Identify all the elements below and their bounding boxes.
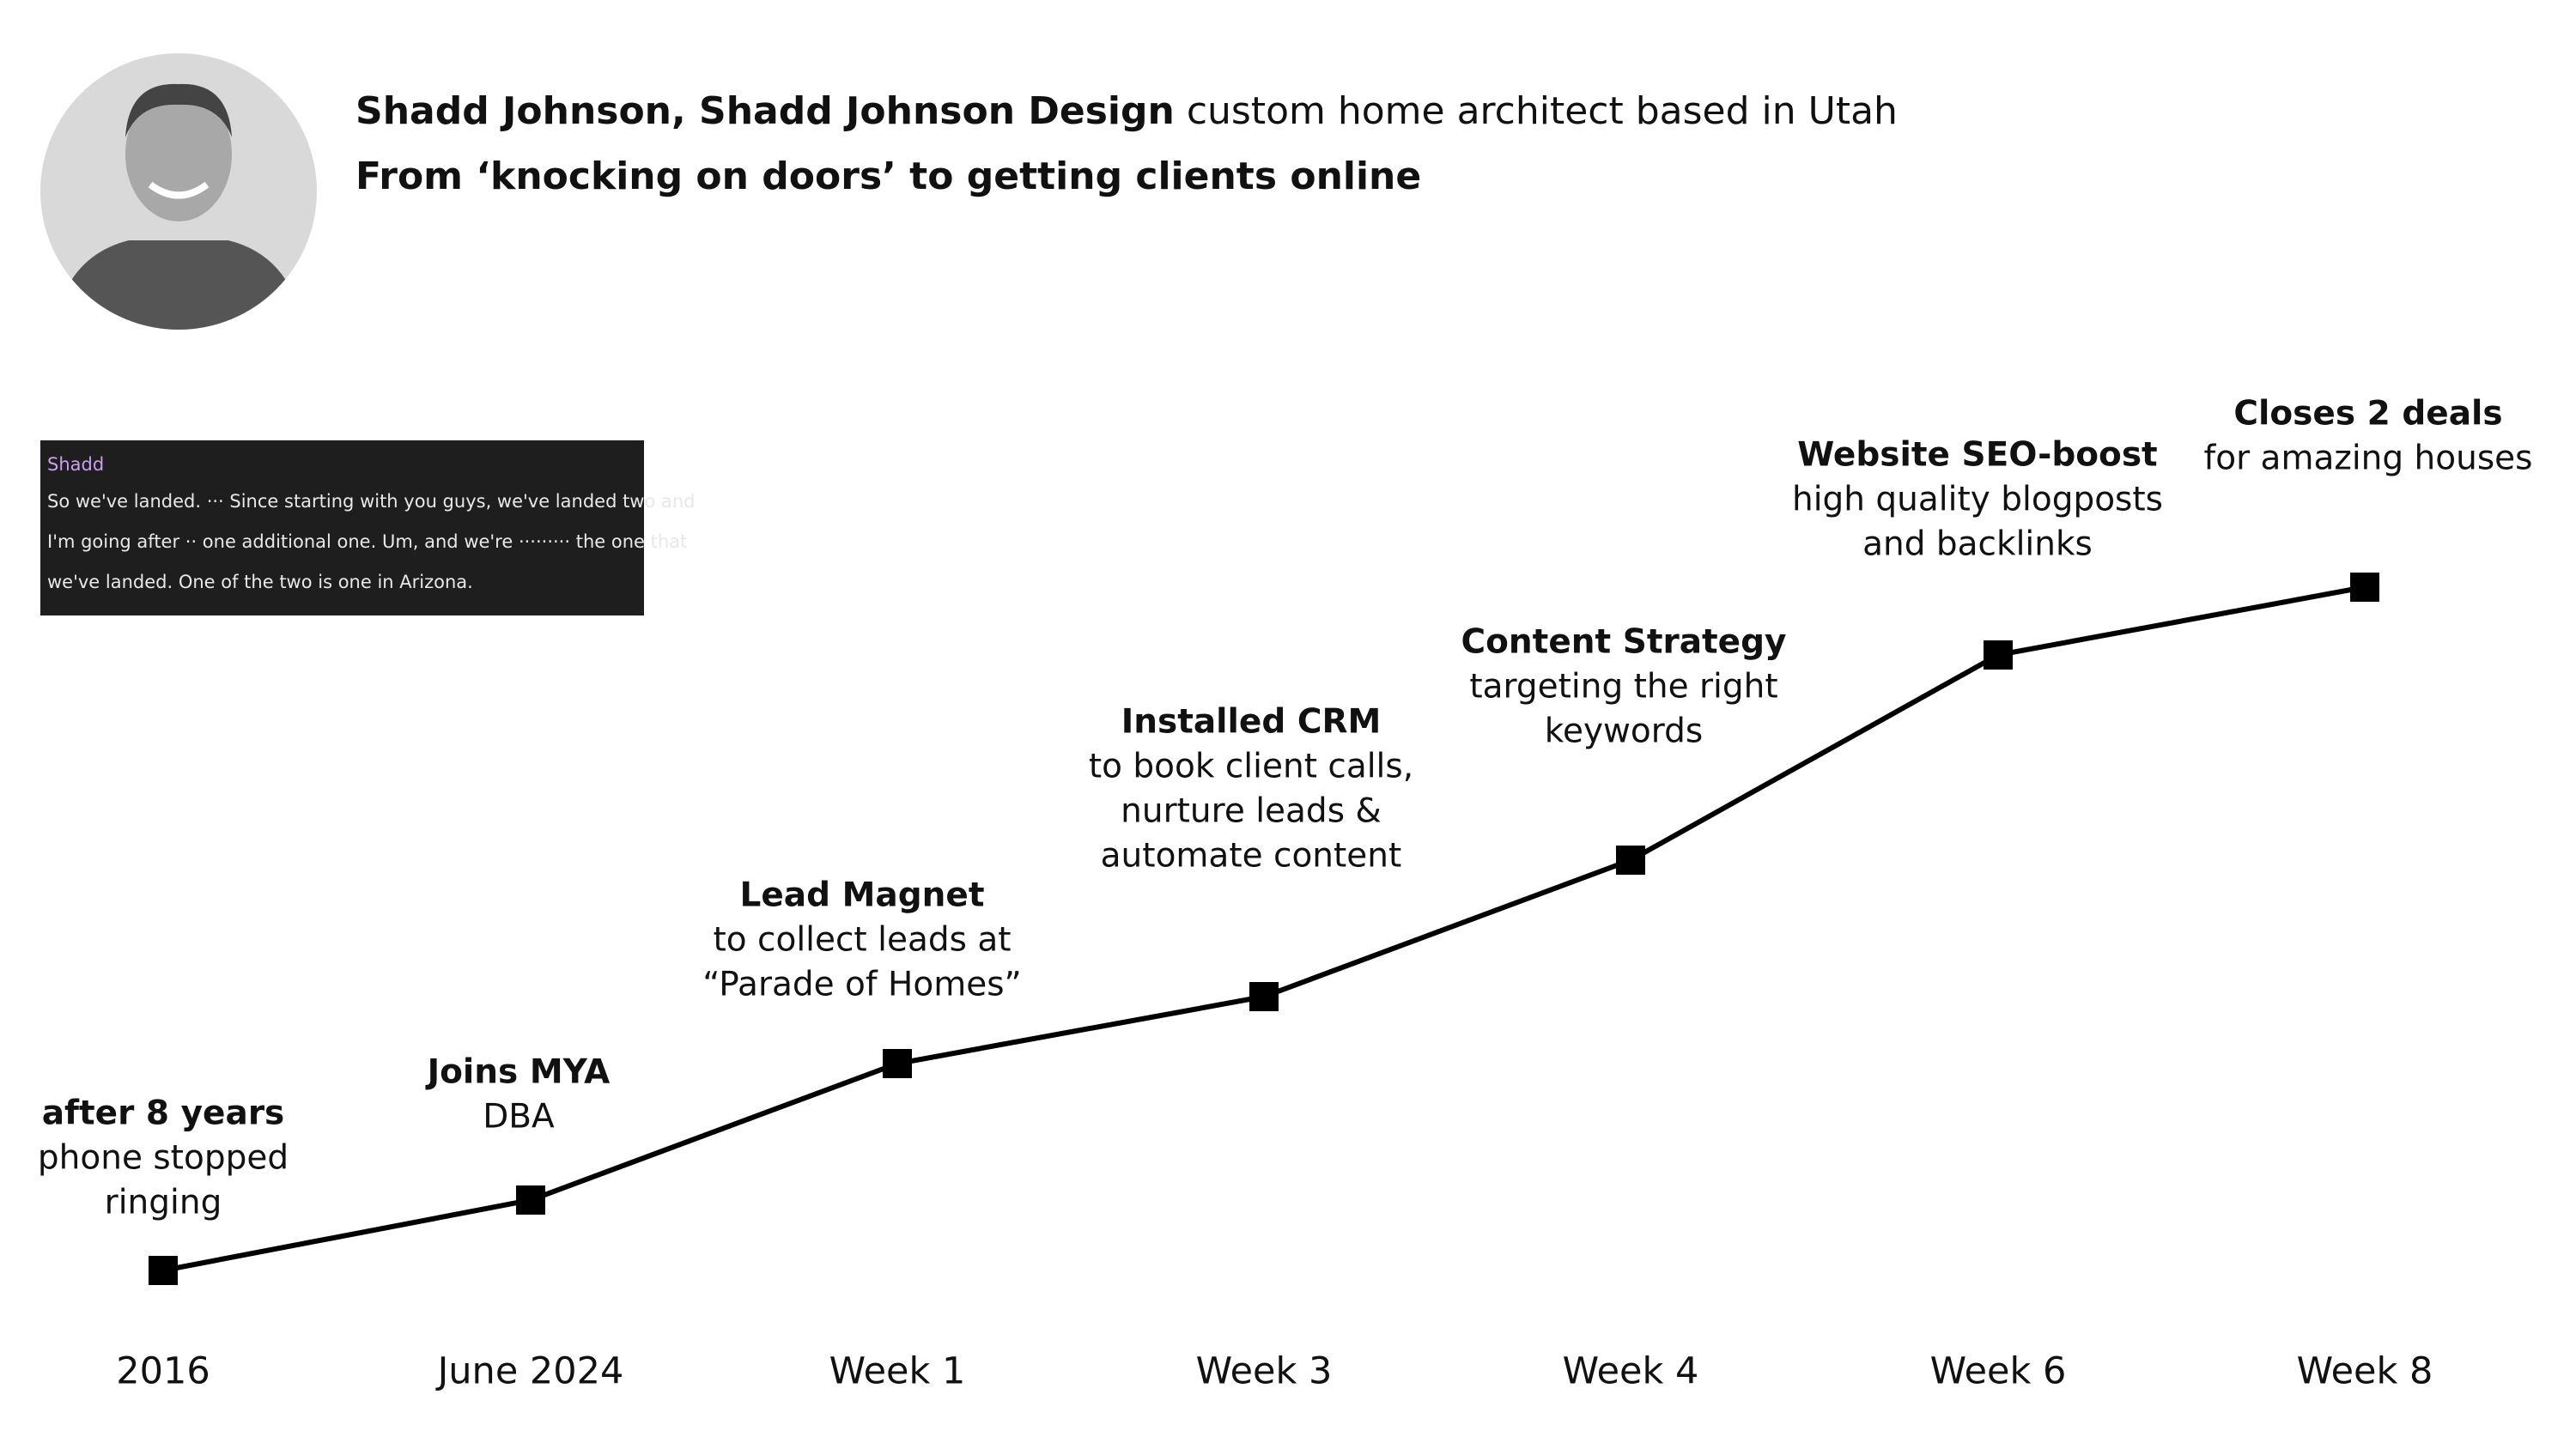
milestone-text: targeting the right	[1469, 668, 1777, 706]
milestone-text: “Parade of Homes”	[702, 966, 1021, 1004]
milestone-marker	[2350, 573, 2379, 602]
timeline: 2016 after 8 years phone stopped ringing Jun…	[38, 395, 2533, 1393]
header-name: Shadd Johnson, Shadd Johnson Design	[355, 89, 1175, 133]
header-line: Shadd Johnson, Shadd Johnson Design custo…	[355, 89, 1898, 133]
milestone-text: phone stopped	[38, 1139, 289, 1178]
milestone-marker	[516, 1185, 545, 1215]
milestone-text: nurture leads &	[1121, 792, 1382, 831]
milestone-title: Content Strategy	[1461, 623, 1787, 662]
milestone-marker	[883, 1049, 912, 1078]
milestone-date: Week 1	[829, 1350, 966, 1393]
milestone-title: Joins MYA	[425, 1053, 611, 1092]
quote-speaker: Shadd	[47, 454, 104, 475]
milestone-marker	[149, 1256, 178, 1285]
milestone-date: Week 6	[1930, 1350, 2067, 1393]
milestone-text: high quality blogposts	[1792, 481, 2163, 519]
quote-line: I'm going after ·· one additional one. U…	[47, 531, 687, 552]
milestone-marker	[1616, 846, 1645, 875]
quote-lines: So we've landed. ··· Since starting with…	[47, 491, 696, 592]
header-subtitle: From ‘knocking on doors’ to getting clie…	[355, 155, 1421, 198]
quote-line: So we've landed. ··· Since starting with…	[47, 491, 696, 512]
header-role: custom home architect based in Utah	[1187, 89, 1898, 133]
quote-line: we've landed. One of the two is one in A…	[47, 572, 473, 592]
milestone-title: Lead Magnet	[739, 876, 984, 915]
milestone-title: Website SEO-boost	[1797, 436, 2157, 475]
milestone-text: ringing	[105, 1184, 222, 1222]
milestone-marker	[1249, 982, 1279, 1011]
milestone-text: keywords	[1545, 712, 1703, 751]
milestone-title: Installed CRM	[1121, 703, 1382, 742]
milestone-text: to collect leads at	[713, 921, 1011, 960]
milestone-marker	[1984, 640, 2013, 670]
milestone-text: and backlinks	[1862, 525, 2093, 564]
milestone-date: Week 3	[1196, 1350, 1333, 1393]
quote-box	[40, 440, 644, 615]
milestone-date: 2016	[116, 1350, 210, 1393]
milestone-text: to book client calls,	[1089, 748, 1413, 786]
milestone-title: Closes 2 deals	[2233, 395, 2502, 433]
milestone-title: after 8 years	[42, 1094, 285, 1133]
milestone-text: DBA	[483, 1098, 555, 1137]
milestone-text: automate content	[1101, 837, 1402, 876]
milestone-date: June 2024	[435, 1350, 624, 1393]
milestone-date: Week 8	[2297, 1350, 2433, 1393]
milestone-date: Week 4	[1563, 1350, 1699, 1393]
milestone-text: for amazing houses	[2204, 440, 2533, 478]
